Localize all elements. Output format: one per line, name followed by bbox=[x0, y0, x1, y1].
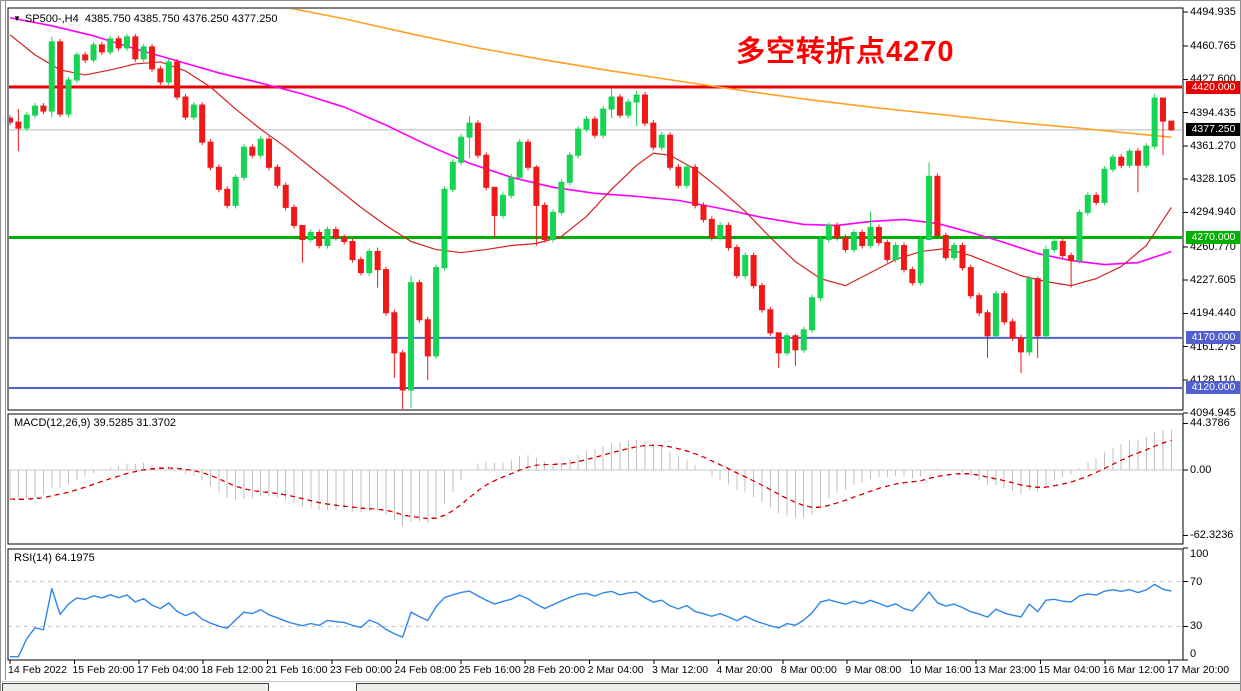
y-axis-label: 4460.765 bbox=[1190, 40, 1236, 53]
x-axis-label: 17 Mar 20:00 bbox=[1167, 664, 1230, 676]
rsi-header: RSI(14) 64.1975 bbox=[14, 552, 95, 564]
price-badge: 4120.000 bbox=[1186, 381, 1241, 395]
y-axis-label: 4194.440 bbox=[1190, 307, 1236, 320]
bottom-panel-fragment[interactable] bbox=[2, 683, 269, 691]
macd-axis-label: 0.00 bbox=[1190, 464, 1212, 476]
bottom-panel-fragment[interactable] bbox=[356, 683, 1241, 691]
price-badge: 4270.000 bbox=[1186, 230, 1241, 244]
macd-axis-label: -62.3236 bbox=[1190, 529, 1234, 542]
x-axis-label: 15 Feb 20:00 bbox=[72, 664, 135, 676]
x-axis-label: 21 Feb 16:00 bbox=[265, 664, 328, 676]
x-axis-label: 23 Feb 00:00 bbox=[330, 664, 392, 676]
x-axis-label: 16 Mar 12:00 bbox=[1102, 664, 1165, 676]
annotation-text: 多空转折点4270 bbox=[736, 36, 955, 68]
symbol-title: SP500-,H4 bbox=[24, 13, 79, 25]
x-axis-label: 3 Mar 12:00 bbox=[652, 664, 709, 676]
x-axis-label: 18 Feb 12:00 bbox=[201, 664, 264, 676]
price-badge: 4377.250 bbox=[1186, 123, 1241, 137]
ohlc-readout: 4385.750 4385.750 4376.250 4377.250 bbox=[84, 13, 278, 25]
divider bbox=[0, 681, 1241, 682]
window-frame-top bbox=[0, 0, 1241, 1]
window-frame-left bbox=[0, 0, 1, 691]
chevron-down-icon[interactable]: ▼ bbox=[13, 14, 21, 23]
window-frame-left-inner bbox=[5, 0, 6, 680]
price-badge: 4420.000 bbox=[1186, 80, 1241, 94]
y-axis-label: 4294.940 bbox=[1190, 206, 1236, 219]
x-axis-label: 13 Mar 23:00 bbox=[974, 664, 1036, 676]
x-axis-label: 15 Mar 04:00 bbox=[1038, 664, 1101, 676]
x-axis-label: 10 Mar 16:00 bbox=[909, 664, 972, 676]
y-axis-label: 4494.935 bbox=[1190, 5, 1236, 18]
x-axis-label: 28 Feb 20:00 bbox=[523, 664, 586, 676]
price-badge: 4170.000 bbox=[1186, 331, 1241, 345]
x-axis-label: 17 Feb 04:00 bbox=[136, 664, 199, 676]
x-axis-label: 14 Feb 2022 bbox=[8, 664, 67, 676]
y-axis-label: 4328.105 bbox=[1190, 173, 1236, 186]
symbol-bar: ▼ SP500-,H4 4385.750 4385.750 4376.250 43… bbox=[13, 13, 278, 25]
y-axis-label: 4394.435 bbox=[1190, 106, 1236, 119]
x-axis-label: 8 Mar 00:00 bbox=[780, 664, 837, 676]
x-axis-label: 4 Mar 20:00 bbox=[716, 664, 773, 676]
macd-header: MACD(12,26,9) 39.5285 31.3702 bbox=[14, 417, 177, 429]
y-axis-label: 4094.945 bbox=[1190, 407, 1236, 420]
rsi-axis-label: 0 bbox=[1190, 648, 1197, 660]
x-axis-label: 9 Mar 08:00 bbox=[845, 664, 902, 676]
x-axis-label: 2 Mar 04:00 bbox=[587, 664, 644, 676]
y-axis-label: 4361.270 bbox=[1190, 139, 1236, 152]
rsi-axis-label: 70 bbox=[1190, 575, 1203, 588]
x-axis-label: 25 Feb 16:00 bbox=[458, 664, 521, 676]
macd-axis-label: 44.3786 bbox=[1190, 417, 1230, 430]
y-axis-label: 4227.605 bbox=[1190, 274, 1236, 287]
rsi-axis-label: 30 bbox=[1190, 620, 1203, 633]
x-axis-label: 24 Feb 08:00 bbox=[394, 664, 457, 676]
rsi-axis-label: 100 bbox=[1190, 548, 1209, 560]
